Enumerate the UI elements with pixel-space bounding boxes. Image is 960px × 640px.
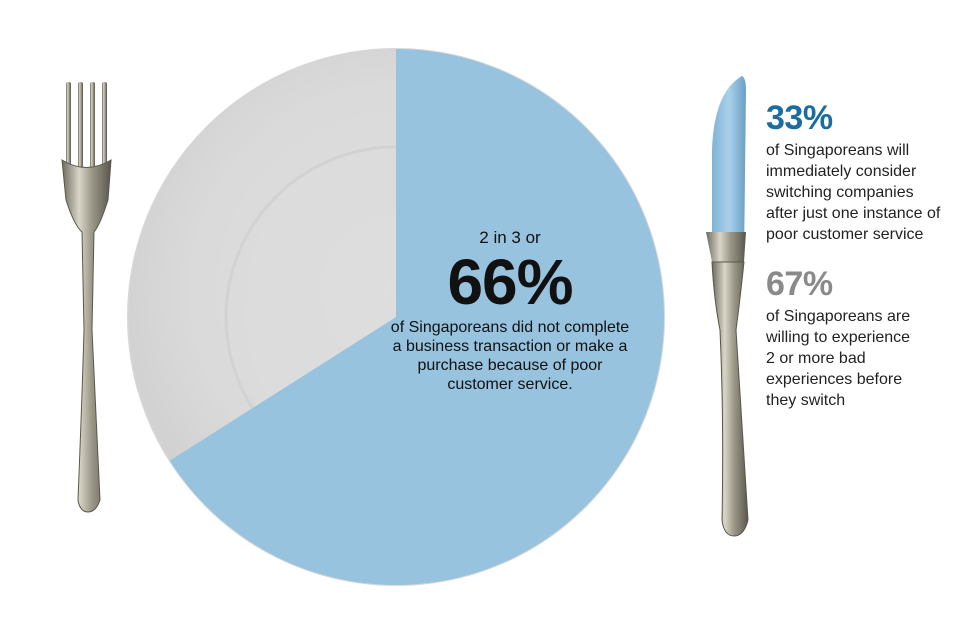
center-lead: 2 in 3 or — [479, 228, 541, 247]
stat-switch-immediately: 33% of Singaporeans will immediately con… — [766, 100, 956, 245]
center-callout: 2 in 3 or 66% of Singaporeans did not co… — [390, 228, 630, 394]
stat-percentage: 67% — [766, 265, 833, 303]
center-percentage: 66% — [447, 246, 573, 318]
center-description: of Singaporeans did not complete a busin… — [390, 319, 630, 393]
pie-slice-66 — [169, 49, 665, 586]
stat-description: of Singaporeans will immediately conside… — [766, 142, 941, 243]
stat-percentage: 33% — [766, 99, 833, 137]
knife-icon — [706, 76, 749, 537]
stat-willing-bad-experiences: 67% of Singaporeans are willing to exper… — [766, 266, 956, 411]
pie-slice-remainder — [128, 49, 396, 461]
fork-icon — [61, 82, 112, 513]
pie-chart — [128, 49, 665, 586]
stat-description: of Singaporeans are willing to experienc… — [766, 308, 911, 409]
